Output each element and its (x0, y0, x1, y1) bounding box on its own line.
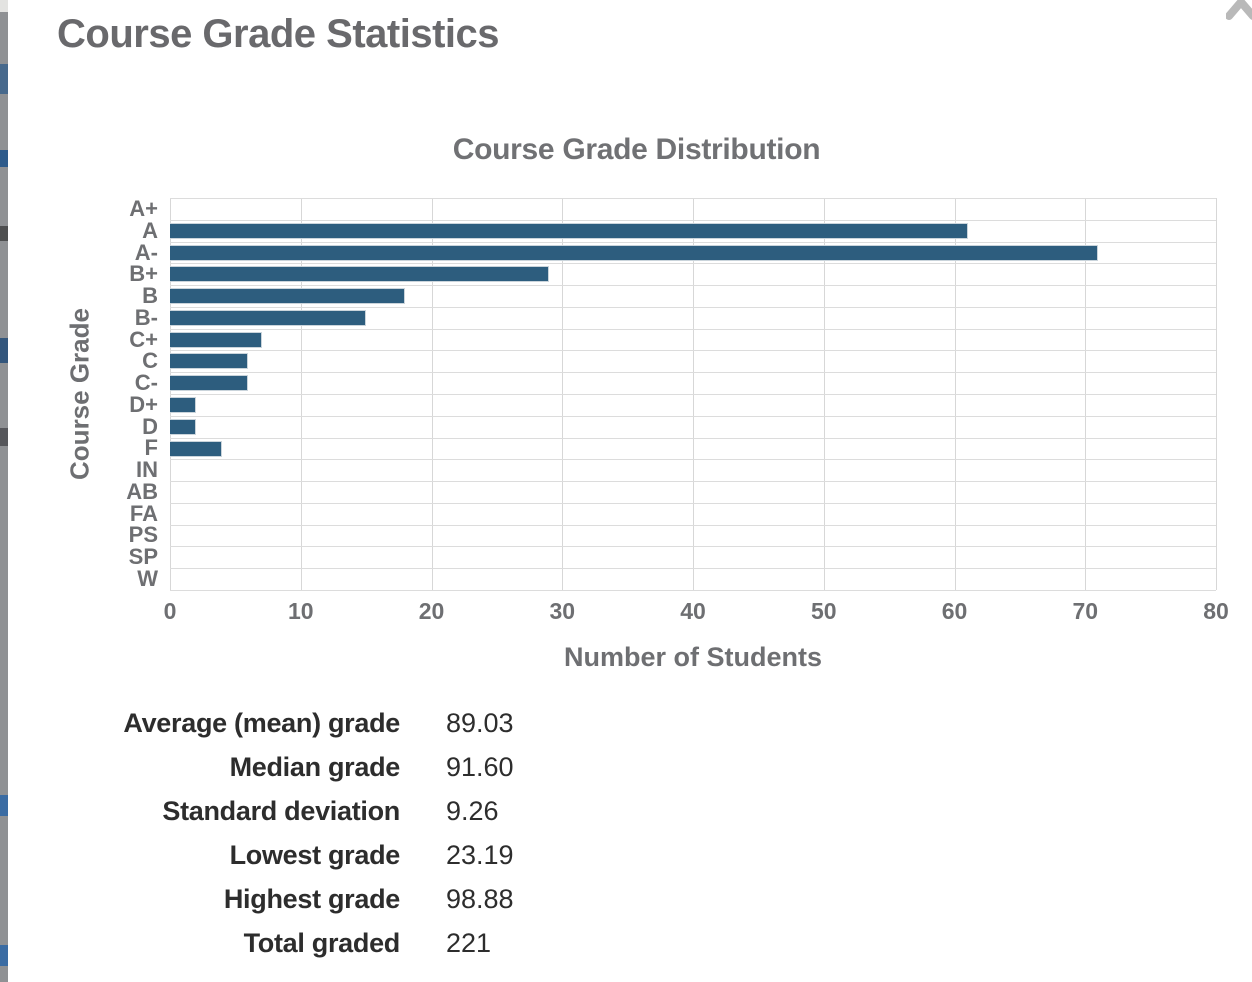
horizontal-gridline (170, 437, 1216, 439)
y-tick-label: A- (134, 239, 158, 265)
y-tick-label: IN (136, 457, 158, 483)
stats-table: Average (mean) grade 89.03 Median grade 91.… (8, 701, 514, 965)
bar-C+ (170, 331, 262, 348)
bar-C (170, 353, 249, 370)
y-tick-label: FA (129, 500, 158, 526)
y-tick-label: PS (128, 522, 158, 548)
horizontal-gridline (170, 459, 1216, 461)
stat-row: Standard deviation 9.26 (8, 789, 514, 833)
stat-label: Median grade (229, 751, 401, 782)
horizontal-gridline (170, 502, 1216, 504)
bar-C- (170, 375, 249, 392)
horizontal-gridline (170, 568, 1216, 570)
horizontal-gridline (170, 372, 1216, 374)
sliver-segment (0, 64, 8, 94)
horizontal-gridline (170, 524, 1216, 526)
y-tick-label: W (137, 566, 158, 592)
stat-label: Average (mean) grade (123, 707, 400, 738)
x-tick-label: 60 (941, 598, 968, 624)
horizontal-gridline (170, 350, 1216, 352)
y-axis-labels: A+ A A- B+ B B- C+ C C- D+ D F IN AB FA PS SP W (103, 198, 170, 590)
y-axis-title: Course Grade (64, 308, 95, 480)
x-tick-label: 0 (163, 598, 177, 624)
sliver-segment (0, 428, 8, 446)
chevron-up-icon[interactable] (1226, 0, 1252, 21)
stat-value: 98.88 (446, 883, 514, 914)
bar-A (170, 222, 968, 239)
stat-label: Total graded (243, 927, 401, 958)
stat-label: Lowest grade (229, 839, 401, 870)
x-tick-label: 70 (1072, 598, 1099, 624)
horizontal-gridline (170, 285, 1216, 287)
stat-row: Lowest grade 23.19 (8, 833, 514, 877)
bar-D+ (170, 397, 197, 413)
y-tick-label: C (142, 348, 158, 374)
horizontal-gridline (170, 328, 1216, 330)
bar-B+ (170, 266, 550, 283)
stat-label: Highest grade (223, 883, 400, 914)
stat-row: Total graded 221 (8, 921, 514, 965)
y-tick-label: C- (134, 370, 158, 396)
x-axis-title: Number of Students (563, 642, 822, 672)
stat-value: 23.19 (446, 839, 514, 870)
stat-row: Highest grade 98.88 (8, 877, 514, 921)
y-tick-label: A+ (129, 196, 158, 221)
y-tick-label: B- (134, 304, 158, 330)
stat-row: Median grade 91.60 (8, 745, 514, 789)
background-page-sliver (0, 0, 8, 982)
horizontal-gridline (170, 198, 1216, 199)
bar-A- (170, 244, 1099, 261)
bar-B- (170, 309, 367, 326)
y-tick-label: SP (128, 544, 158, 570)
y-tick-label: C+ (129, 326, 158, 352)
y-tick-label: F (144, 435, 158, 461)
horizontal-gridline (170, 590, 1216, 591)
stat-value: 91.60 (446, 751, 514, 782)
stat-label: Standard deviation (162, 795, 400, 826)
horizontal-gridline (170, 263, 1216, 265)
grade-distribution-chart: Course Grade Distribution Course Grade A… (57, 130, 1229, 673)
x-tick-label: 80 (1203, 598, 1229, 624)
vertical-gridline (1216, 198, 1217, 590)
bar-F (170, 440, 223, 457)
horizontal-gridline (170, 481, 1216, 483)
x-axis-ticks: 0 10 20 30 40 50 60 70 80 (164, 590, 1229, 626)
y-tick-label: AB (126, 478, 158, 504)
chart-title: Course Grade Distribution (452, 133, 821, 166)
y-tick-label: D+ (129, 391, 158, 417)
x-tick-label: 50 (810, 598, 837, 624)
bar-B (170, 288, 406, 305)
stat-value: 89.03 (446, 707, 514, 738)
x-tick-label: 10 (287, 598, 314, 624)
stat-value: 221 (446, 927, 492, 958)
sliver-segment (0, 795, 8, 816)
sliver-segment (0, 338, 8, 363)
sliver-segment (0, 226, 8, 241)
page-title: Course Grade Statistics (57, 12, 500, 56)
horizontal-gridline (170, 415, 1216, 417)
sliver-segment (0, 150, 8, 167)
y-tick-label: D (142, 413, 158, 439)
y-tick-label: A (142, 217, 158, 243)
x-tick-label: 40 (680, 598, 706, 624)
y-tick-label: B (142, 283, 158, 309)
sliver-segment (0, 945, 8, 966)
x-tick-label: 20 (418, 598, 445, 624)
horizontal-gridline (170, 546, 1216, 548)
horizontal-gridline (170, 394, 1216, 395)
sliver-segment (0, 0, 8, 12)
horizontal-gridline (170, 219, 1216, 221)
stat-row: Average (mean) grade 89.03 (8, 701, 514, 745)
x-tick-label: 30 (549, 598, 576, 624)
plot-area (170, 198, 1217, 591)
y-tick-label: B+ (129, 261, 158, 287)
horizontal-gridline (170, 306, 1216, 308)
bar-D (170, 418, 197, 435)
stat-value: 9.26 (446, 795, 499, 826)
horizontal-gridline (170, 241, 1216, 243)
